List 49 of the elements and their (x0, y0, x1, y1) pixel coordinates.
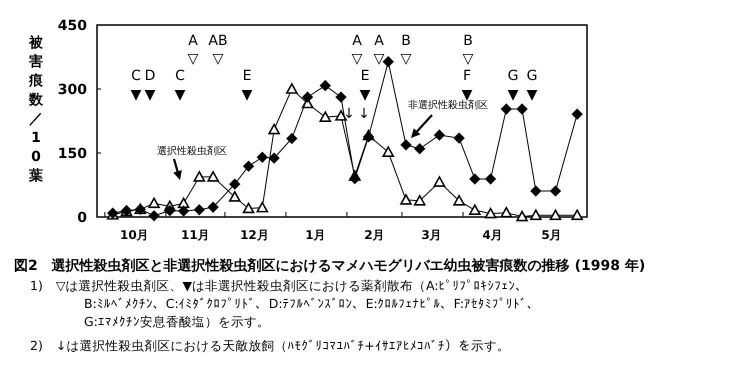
annotation: ▽ (462, 50, 474, 67)
annotation: ▼ (526, 86, 538, 103)
text: 図2 選択性殺虫剤区と非選択性殺虫剤区におけるマメハモグリバエ幼虫被害痕数の推移 (1998 年) (14, 257, 646, 274)
annotation: B (463, 32, 473, 49)
annotation: F (462, 68, 472, 84)
y-tick-label: 450 (58, 18, 88, 34)
annotation: ▼ (130, 86, 142, 103)
annotation: ▼ (174, 86, 186, 103)
annotation: D (144, 68, 156, 84)
annotation: ▽ (400, 50, 412, 67)
annotation: B (401, 32, 411, 49)
series-label: 非選択性殺虫剤区 (408, 99, 488, 111)
x-tick-label: 3月 (421, 228, 442, 242)
x-tick-label: 1月 (305, 228, 326, 242)
text: 1) ▽は選択性殺虫剤区、▼は非選択性殺虫剤区における薬剤散布（A:ﾋﾟﾘﾌﾟﾛｷｼﾌｪﾝ、 (30, 278, 529, 293)
x-tick-label: 10月 (120, 228, 149, 242)
x-tick-label: 2月 (364, 228, 385, 242)
text: 2) ↓は選択性殺虫剤区における天敵放飼（ﾊﾓｸﾞﾘｺﾏﾕﾊﾞﾁ+ｲｻｴｱﾋﾒｺﾊﾞﾁ）を示す。 (30, 338, 510, 353)
annotation: A (374, 32, 384, 49)
annotation: E (360, 68, 370, 84)
annotation: C (175, 68, 186, 84)
annotation: ▽ (212, 50, 224, 67)
annotation: ▽ (374, 50, 385, 67)
annotation: ▼ (242, 86, 253, 103)
annotation: ▽ (188, 50, 199, 67)
text: B:ﾐﾙﾍﾞﾒｸﾁﾝ、C:ｲﾐﾀﾞｸﾛﾌﾟﾘﾄﾞ、D:ﾃﾌﾙﾍﾞﾝｽﾞﾛﾝ、E:ｸﾛﾙﾌｪﾅﾋﾟﾙ、F:ｱｾﾀﾐﾌﾟﾘﾄﾞ、 (84, 296, 540, 311)
annotation: G (508, 68, 518, 84)
text: G:ｴﾏﾒｸﾁﾝ安息香酸塩）を示す。 (84, 314, 270, 329)
annotation: AB (208, 32, 228, 49)
y-axis-title: 被害痕数／10葉 (28, 34, 44, 184)
annotation: ▼ (144, 86, 156, 103)
x-tick-label: 4月 (482, 228, 503, 242)
x-tick-label: 12月 (240, 228, 269, 242)
annotation: A (188, 32, 198, 49)
x-tick-label: 5月 (541, 228, 562, 242)
annotation: ↓ (343, 106, 355, 122)
text: 選択性殺虫剤区 (157, 145, 227, 157)
annotation: ▼ (508, 86, 519, 103)
annotation: ↓ (358, 106, 370, 122)
x-tick-label: 11月 (181, 228, 210, 242)
annotation: ▼ (360, 86, 371, 103)
y-tick-label: 300 (58, 82, 88, 98)
y-tick-label: 0 (77, 210, 88, 226)
annotation: ▽ (352, 50, 363, 67)
annotation: C (131, 68, 142, 84)
annotation: A (352, 32, 362, 49)
y-tick-label: 150 (58, 146, 88, 162)
annotation: G (526, 68, 538, 84)
annotation: E (242, 68, 252, 84)
